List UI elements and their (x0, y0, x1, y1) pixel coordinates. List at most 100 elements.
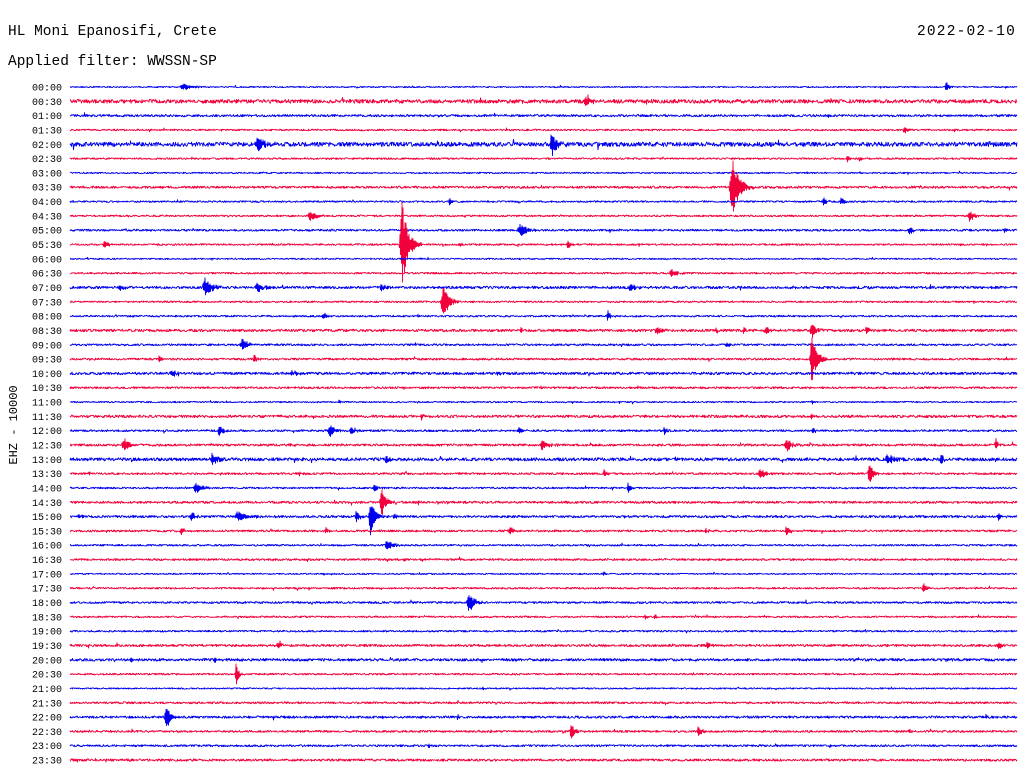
trace-21-00 (69, 686, 1018, 691)
trace-14-00 (69, 482, 1018, 493)
row-time-labels: 00:00 00:30 01:00 01:30 02:00 02:30 03:00 03:30… (32, 84, 62, 768)
trace-13-00 (69, 452, 1018, 465)
trace-06-00 (69, 256, 1018, 261)
row-label-22-30: 22:30 (32, 728, 62, 739)
row-label-23-30: 23:30 (32, 757, 62, 768)
row-label-17-30: 17:30 (32, 585, 62, 596)
trace-03-00 (69, 170, 1018, 176)
row-label-12-30: 12:30 (32, 442, 62, 453)
trace-11-30 (69, 413, 1018, 421)
trace-20-30 (69, 663, 1018, 685)
trace-20-00 (69, 656, 1018, 663)
trace-15-00 (69, 506, 1018, 536)
row-label-06-30: 06:30 (32, 270, 62, 281)
row-label-14-00: 14:00 (32, 485, 62, 496)
row-label-02-00: 02:00 (32, 141, 62, 152)
row-label-17-00: 17:00 (32, 570, 62, 581)
row-label-22-00: 22:00 (32, 714, 62, 725)
trace-06-30 (69, 268, 1018, 277)
row-label-10-00: 10:00 (32, 370, 62, 381)
row-label-13-00: 13:00 (32, 456, 62, 467)
row-label-05-30: 05:30 (32, 241, 62, 252)
row-label-11-00: 11:00 (32, 399, 62, 410)
trace-07-30 (69, 287, 1018, 314)
row-label-02-30: 02:30 (32, 155, 62, 166)
row-label-18-00: 18:00 (32, 599, 62, 610)
trace-03-30 (69, 160, 1018, 212)
row-label-16-30: 16:30 (32, 556, 62, 567)
row-label-05-00: 05:00 (32, 227, 62, 238)
row-label-15-30: 15:30 (32, 527, 62, 538)
trace-07-00 (69, 277, 1018, 296)
trace-02-00 (69, 134, 1018, 157)
trace-04-00 (69, 197, 1018, 206)
row-label-15-00: 15:00 (32, 513, 62, 524)
trace-12-30 (69, 437, 1018, 452)
trace-09-30 (69, 337, 1018, 381)
trace-12-00 (69, 425, 1018, 437)
row-label-06-00: 06:00 (32, 255, 62, 266)
trace-17-30 (69, 583, 1018, 592)
trace-01-00 (69, 112, 1018, 119)
row-label-19-00: 19:00 (32, 628, 62, 639)
trace-11-00 (69, 399, 1018, 405)
trace-08-30 (69, 324, 1018, 339)
row-label-04-00: 04:00 (32, 198, 62, 209)
trace-22-30 (69, 725, 1018, 739)
row-label-11-30: 11:30 (32, 413, 62, 424)
trace-22-00 (69, 708, 1018, 727)
trace-17-00 (69, 571, 1018, 576)
row-label-01-30: 01:30 (32, 127, 62, 138)
trace-19-30 (69, 640, 1018, 650)
row-label-07-30: 07:30 (32, 298, 62, 309)
trace-10-00 (69, 369, 1018, 377)
station-title: HL Moni Epanosifi, Crete (8, 24, 217, 40)
record-date: 2022-02-10 (917, 24, 1016, 40)
row-label-16-00: 16:00 (32, 542, 62, 553)
row-label-14-30: 14:30 (32, 499, 62, 510)
trace-15-30 (69, 526, 1018, 536)
trace-00-00 (69, 82, 1018, 91)
trace-09-00 (69, 338, 1018, 350)
trace-18-30 (69, 614, 1018, 620)
trace-05-00 (69, 223, 1018, 236)
row-label-23-00: 23:00 (32, 742, 62, 753)
row-label-01-00: 01:00 (32, 112, 62, 123)
row-label-07-00: 07:00 (32, 284, 62, 295)
filter-subtitle: Applied filter: WWSSN-SP (8, 54, 217, 70)
row-label-03-00: 03:00 (32, 169, 62, 180)
row-label-09-00: 09:00 (32, 341, 62, 352)
trace-04-30 (69, 211, 1018, 222)
row-label-03-30: 03:30 (32, 184, 62, 195)
trace-14-30 (69, 489, 1018, 515)
row-label-10-30: 10:30 (32, 384, 62, 395)
seismic-traces (69, 82, 1018, 763)
row-label-08-30: 08:30 (32, 327, 62, 338)
trace-02-30 (69, 156, 1018, 163)
row-label-20-30: 20:30 (32, 671, 62, 682)
trace-10-30 (69, 385, 1018, 390)
trace-19-00 (69, 629, 1018, 634)
row-label-18-30: 18:30 (32, 613, 62, 624)
row-label-13-30: 13:30 (32, 470, 62, 481)
trace-16-30 (69, 556, 1018, 563)
trace-13-30 (69, 465, 1018, 482)
row-label-00-00: 00:00 (32, 84, 62, 95)
row-label-08-00: 08:00 (32, 313, 62, 324)
trace-00-30 (69, 94, 1018, 106)
row-label-12-00: 12:00 (32, 427, 62, 438)
row-label-19-30: 19:30 (32, 642, 62, 653)
row-label-20-00: 20:00 (32, 656, 62, 667)
trace-16-00 (69, 541, 1018, 550)
channel-scale-label: EHZ - 10000 (7, 385, 21, 464)
trace-08-00 (69, 310, 1018, 321)
trace-23-00 (69, 743, 1018, 749)
trace-01-30 (69, 126, 1018, 134)
trace-05-30 (69, 201, 1018, 283)
row-label-04-30: 04:30 (32, 212, 62, 223)
trace-21-30 (69, 699, 1018, 706)
row-label-00-30: 00:30 (32, 98, 62, 109)
row-label-09-30: 09:30 (32, 356, 62, 367)
row-label-21-30: 21:30 (32, 699, 62, 710)
